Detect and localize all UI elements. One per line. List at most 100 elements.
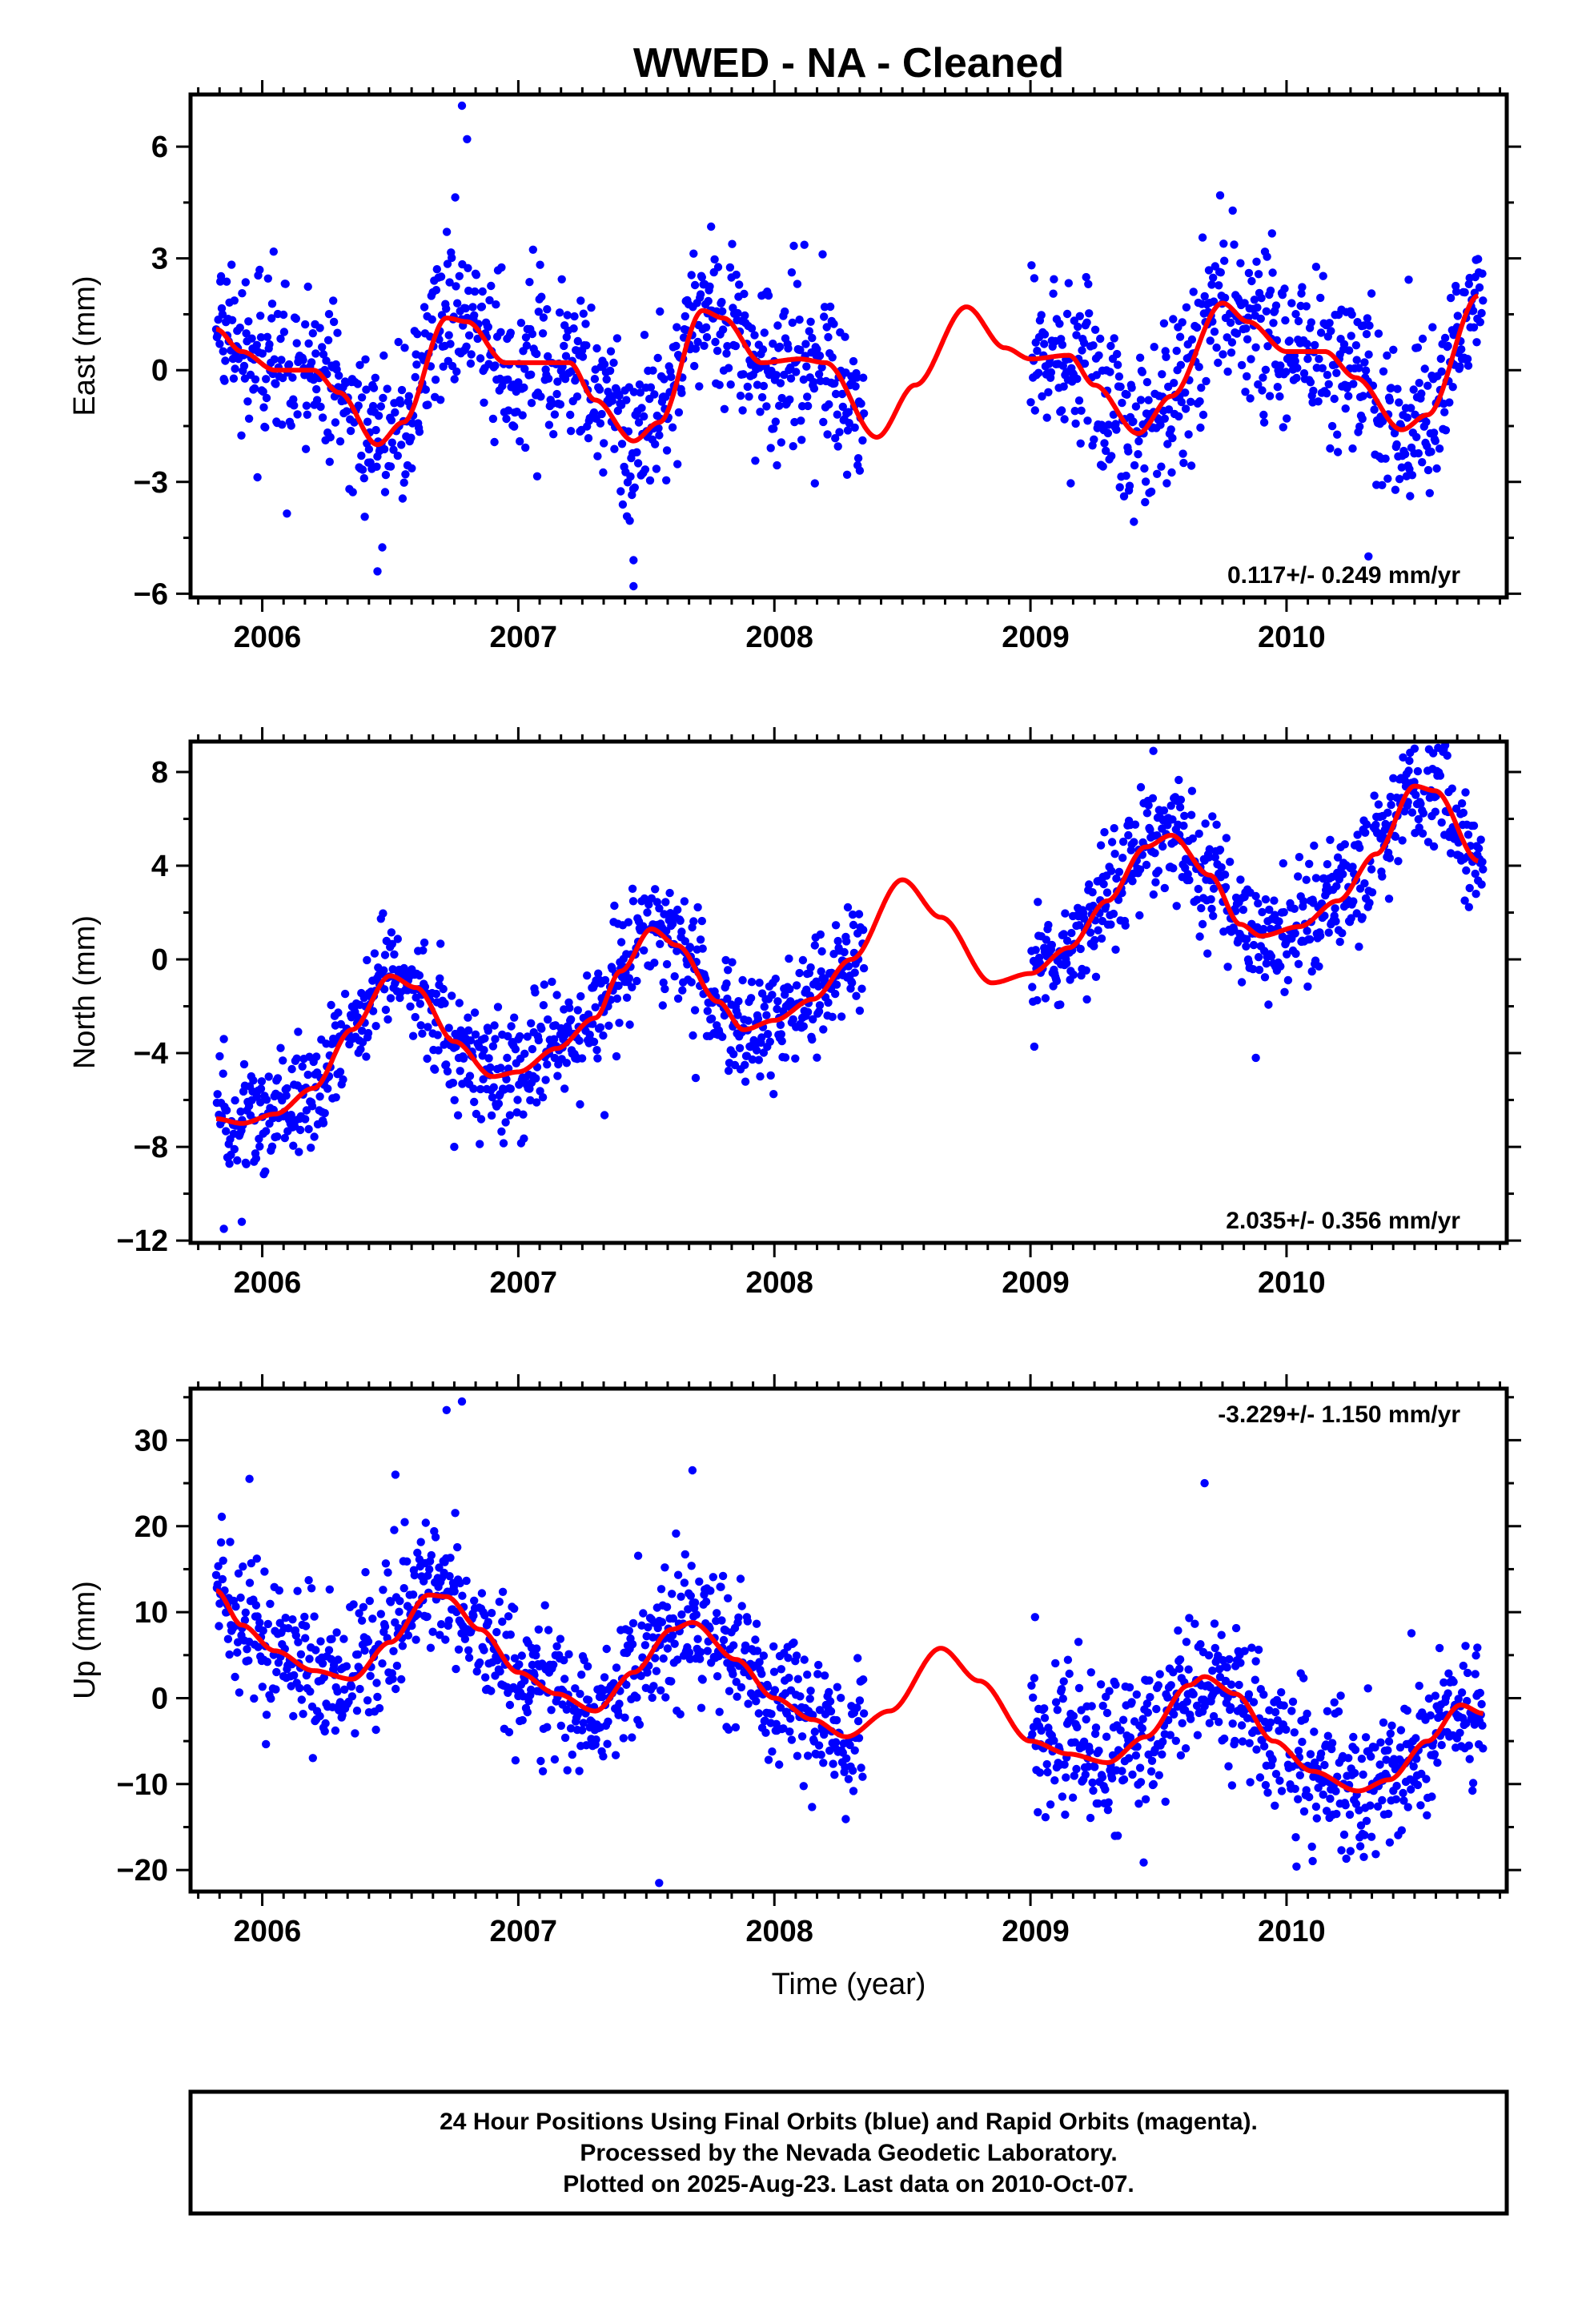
data-point: [1285, 336, 1294, 345]
data-point: [1409, 385, 1418, 394]
data-point: [849, 356, 858, 366]
data-point: [566, 1015, 576, 1024]
data-point: [1118, 854, 1127, 862]
data-point: [501, 1118, 510, 1127]
data-point: [825, 400, 833, 409]
data-point: [660, 375, 669, 384]
data-point: [829, 1759, 837, 1768]
data-point: [316, 1637, 325, 1646]
data-point: [1332, 1809, 1341, 1819]
data-point: [215, 1622, 223, 1630]
data-point: [468, 303, 477, 312]
data-point: [806, 317, 815, 326]
data-point: [612, 994, 622, 1003]
data-point: [464, 331, 474, 340]
data-point: [643, 908, 652, 917]
data-point: [713, 346, 722, 356]
data-point: [814, 1007, 824, 1016]
data-point: [1033, 346, 1042, 356]
data-point: [423, 1054, 432, 1063]
data-point: [1220, 870, 1230, 879]
data-point: [624, 427, 633, 436]
data-point: [1279, 858, 1288, 868]
data-point: [400, 1518, 409, 1526]
data-point: [1042, 1759, 1051, 1769]
data-point: [1126, 1733, 1135, 1742]
data-point: [1359, 1852, 1368, 1861]
data-point: [1152, 1704, 1161, 1714]
data-point: [576, 991, 585, 1001]
data-point: [662, 446, 672, 455]
data-point: [320, 1727, 329, 1736]
data-point: [1307, 967, 1316, 976]
rate-label: -3.229+/- 1.150 mm/yr: [1218, 1401, 1460, 1428]
data-point: [1315, 962, 1323, 971]
data-point: [600, 975, 610, 985]
data-point: [216, 271, 226, 281]
data-point: [560, 341, 568, 351]
data-point: [596, 419, 605, 428]
data-point: [1081, 1770, 1090, 1779]
data-point: [504, 406, 513, 415]
y-tick-label: −8: [134, 1131, 168, 1164]
data-point: [693, 903, 702, 912]
data-point: [1423, 465, 1433, 475]
data-point: [359, 1602, 368, 1612]
data-point: [1473, 1643, 1482, 1652]
data-point: [379, 985, 389, 994]
data-point: [814, 1660, 823, 1670]
data-point: [564, 1650, 573, 1659]
data-point: [262, 393, 271, 403]
data-point: [1136, 396, 1146, 404]
data-point: [1311, 1802, 1321, 1811]
data-point: [1107, 1774, 1117, 1783]
data-point: [211, 1570, 221, 1580]
data-point: [717, 297, 726, 307]
data-point: [1446, 293, 1456, 303]
data-point: [1247, 276, 1256, 286]
data-point: [615, 1699, 624, 1708]
data-point: [1311, 1758, 1319, 1767]
data-point: [229, 374, 239, 383]
data-point: [453, 1111, 463, 1120]
data-point: [444, 1616, 453, 1625]
data-point: [697, 273, 706, 282]
data-point: [1154, 1681, 1163, 1690]
data-point: [1138, 1715, 1147, 1723]
data-point: [1307, 1842, 1316, 1852]
data-point: [539, 313, 548, 322]
data-points: [212, 742, 1488, 1233]
data-point: [221, 356, 230, 365]
data-point: [658, 1001, 667, 1010]
data-point: [698, 944, 707, 953]
data-point: [819, 1759, 828, 1767]
data-point: [321, 1719, 330, 1728]
data-point: [1342, 1854, 1351, 1864]
data-point: [829, 320, 838, 328]
data-point: [416, 1021, 425, 1030]
data-point: [1028, 1730, 1037, 1739]
data-point: [379, 393, 387, 403]
data-point: [553, 377, 562, 386]
data-point: [729, 1670, 737, 1679]
data-point: [612, 334, 622, 343]
data-point: [571, 1684, 580, 1693]
data-point: [1261, 895, 1271, 904]
data-point: [1188, 834, 1198, 843]
data-point: [678, 986, 687, 995]
data-point: [591, 1003, 600, 1012]
data-point: [1305, 859, 1314, 869]
data-point: [781, 1053, 790, 1062]
data-point: [236, 1593, 245, 1602]
data-point: [1326, 444, 1335, 453]
data-point: [1144, 801, 1153, 810]
data-point: [263, 1619, 272, 1629]
data-point: [340, 989, 350, 999]
data-point: [415, 971, 424, 980]
x-tick-label: 2007: [490, 1915, 558, 1948]
data-point: [516, 436, 524, 446]
data-point: [219, 1069, 227, 1078]
data-point: [420, 303, 429, 312]
data-point: [1294, 1747, 1303, 1755]
data-point: [616, 938, 626, 947]
